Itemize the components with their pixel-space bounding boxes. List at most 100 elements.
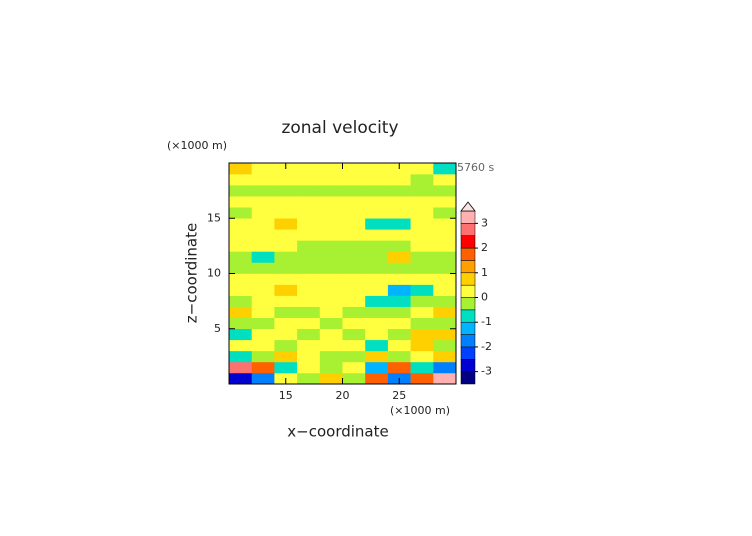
cell <box>297 328 321 341</box>
time-annotation: 5760 s <box>457 161 494 174</box>
cell <box>410 196 434 208</box>
cell <box>229 317 252 330</box>
cell <box>342 273 366 285</box>
cell <box>342 284 366 296</box>
cell <box>319 229 343 241</box>
colorbar-over <box>460 201 476 212</box>
cell <box>342 196 366 208</box>
cell <box>433 196 457 208</box>
cell <box>319 174 343 186</box>
cell <box>274 185 298 197</box>
cell <box>342 306 366 318</box>
cell <box>319 207 343 219</box>
cell <box>342 163 366 175</box>
cell <box>274 196 298 208</box>
cell <box>342 229 366 241</box>
cell <box>433 328 457 341</box>
cell <box>387 240 411 252</box>
cell <box>274 317 298 330</box>
cell <box>387 339 411 352</box>
cell <box>342 295 366 307</box>
cell <box>251 218 275 230</box>
colorbar-tick-label: -3 <box>481 365 492 378</box>
cell <box>251 174 275 186</box>
cell <box>229 361 252 374</box>
colorbar-bin <box>460 210 476 224</box>
colorbar-bin <box>460 223 476 236</box>
cell <box>365 174 389 186</box>
cell <box>433 251 457 263</box>
colorbar-bin <box>460 321 476 335</box>
cell <box>297 350 321 363</box>
cell <box>251 295 275 307</box>
cell <box>365 196 389 208</box>
cell <box>410 317 434 330</box>
colorbar-bin <box>460 297 476 311</box>
cell <box>274 207 298 219</box>
colorbar-tick-label: -1 <box>481 315 492 328</box>
cell <box>297 262 321 274</box>
cell <box>342 350 366 363</box>
cell <box>387 229 411 241</box>
cell <box>251 339 275 352</box>
cell <box>410 372 434 385</box>
cell <box>251 350 275 363</box>
cell <box>297 174 321 186</box>
colorbar-bin <box>460 272 476 286</box>
cell <box>433 306 457 318</box>
cell <box>251 273 275 285</box>
cell <box>342 218 366 230</box>
cell <box>433 218 457 230</box>
cell <box>410 262 434 274</box>
y-unit: (×1000 m) <box>167 139 227 152</box>
cell <box>319 273 343 285</box>
cell <box>433 207 457 219</box>
cell <box>365 207 389 219</box>
cell <box>387 350 411 363</box>
colorbar-bin <box>460 334 476 348</box>
cell <box>365 262 389 274</box>
cell <box>251 262 275 274</box>
cell <box>251 372 275 385</box>
cell <box>251 229 275 241</box>
cell <box>319 317 343 330</box>
cell <box>433 317 457 330</box>
cell <box>410 185 434 197</box>
y-tick-label: 15 <box>207 211 221 224</box>
cell <box>297 218 321 230</box>
cell <box>229 207 252 219</box>
cell <box>365 251 389 263</box>
cell <box>297 185 321 197</box>
cell <box>387 317 411 330</box>
cell <box>251 284 275 296</box>
cell <box>319 361 343 374</box>
cell <box>387 273 411 285</box>
cell <box>342 317 366 330</box>
cell <box>274 306 298 318</box>
cell <box>410 295 434 307</box>
cell <box>387 262 411 274</box>
cell <box>342 262 366 274</box>
chart-title: zonal velocity <box>281 118 398 138</box>
cell <box>229 262 252 274</box>
cell <box>410 218 434 230</box>
cell <box>319 372 343 385</box>
cell <box>410 240 434 252</box>
cell <box>410 163 434 175</box>
cell <box>433 240 457 252</box>
cell <box>229 251 252 263</box>
cell <box>387 306 411 318</box>
cell <box>319 251 343 263</box>
x-axis-label: x−coordinate <box>287 423 388 441</box>
cell <box>297 306 321 318</box>
cell <box>387 251 411 263</box>
cell <box>433 163 457 175</box>
cell <box>297 361 321 374</box>
cell <box>297 207 321 219</box>
colorbar-tick-label: -2 <box>481 340 492 353</box>
cell <box>365 372 389 385</box>
cell <box>433 273 457 285</box>
colorbar-bin <box>460 260 476 274</box>
colorbar-bin <box>460 359 476 372</box>
